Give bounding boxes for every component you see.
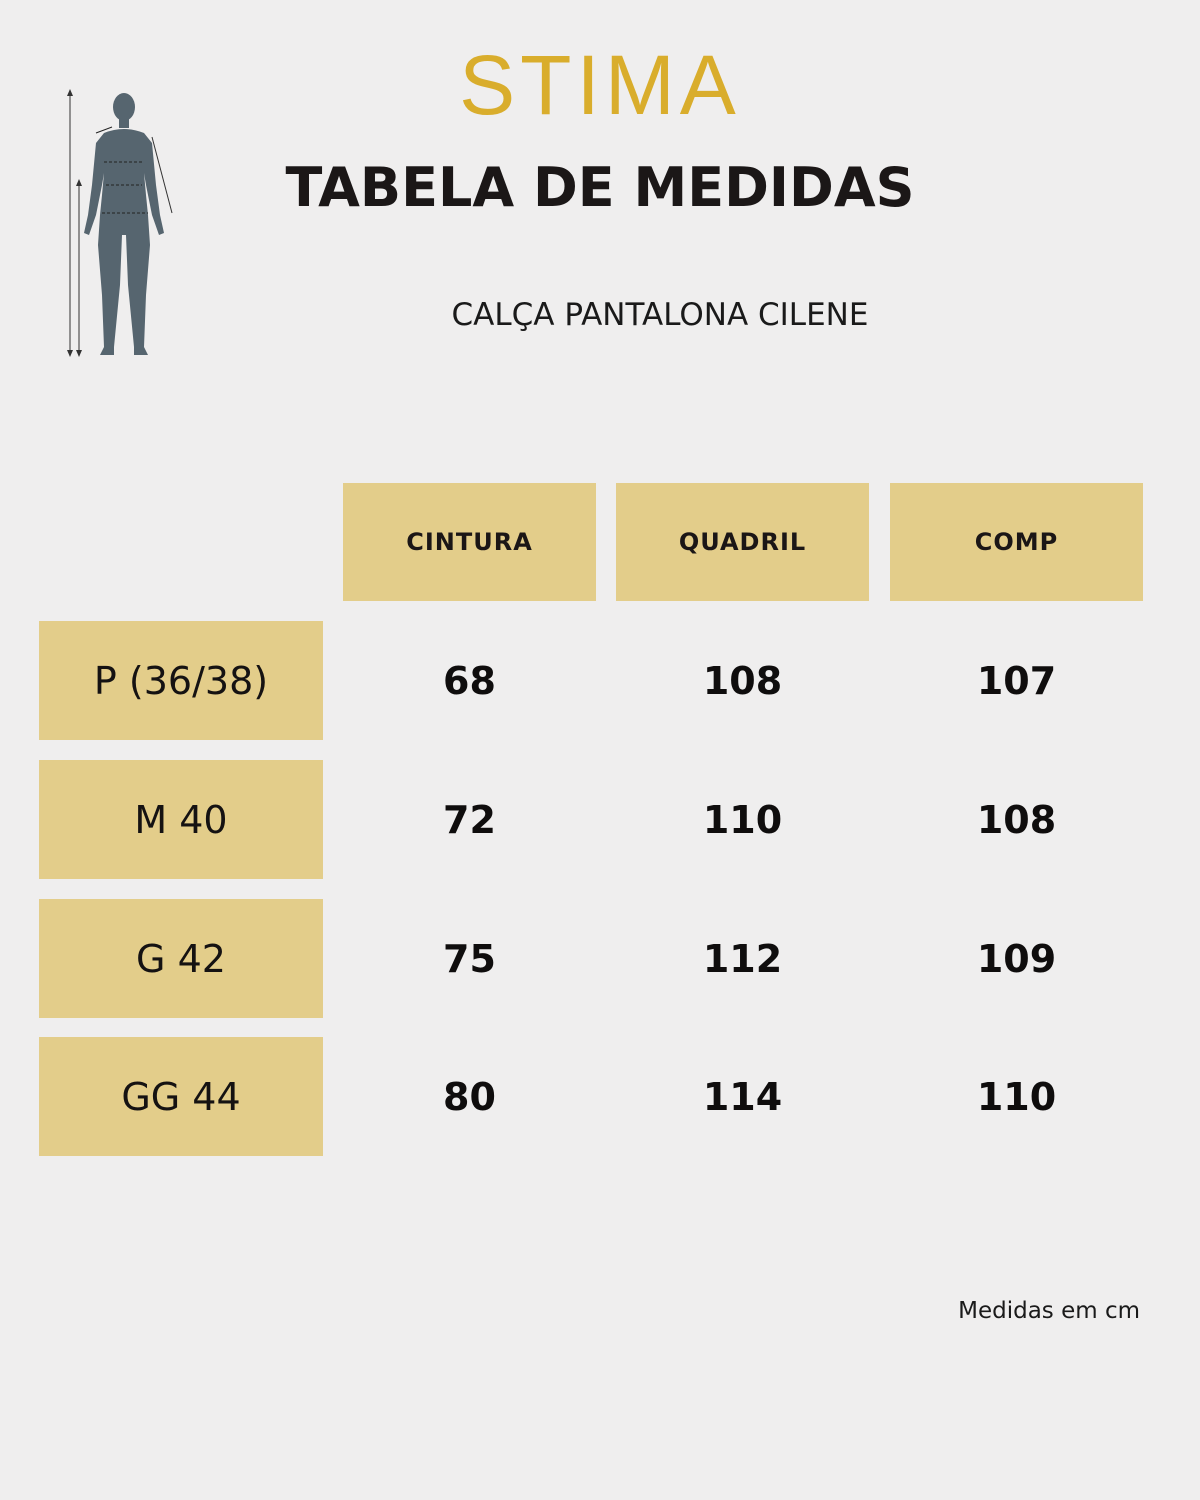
column-header-quadril: QUADRIL: [616, 483, 869, 601]
units-note: Medidas em cm: [958, 1298, 1140, 1324]
cell-p-cintura: 68: [443, 658, 496, 703]
product-name: CALÇA PANTALONA CILENE: [451, 297, 869, 333]
brand-logo: STIMA: [0, 40, 1200, 130]
cell-p-quadril: 108: [702, 658, 783, 703]
size-label-gg: GG 44: [39, 1037, 323, 1156]
size-label-m: M 40: [39, 760, 323, 879]
cell-p-comp: 107: [976, 658, 1057, 703]
body-measurement-figure-icon: [60, 85, 180, 360]
brand-logo-text: STIMA: [459, 38, 741, 132]
cell-g-quadril: 112: [702, 936, 783, 981]
cell-g-cintura: 75: [443, 936, 496, 981]
column-header-comp: COMP: [890, 483, 1143, 601]
size-label-g: G 42: [39, 899, 323, 1018]
cell-g-comp: 109: [976, 936, 1057, 981]
cell-gg-cintura: 80: [443, 1074, 496, 1119]
cell-m-comp: 108: [976, 797, 1057, 842]
cell-m-quadril: 110: [702, 797, 783, 842]
cell-m-cintura: 72: [443, 797, 496, 842]
page-title: TABELA DE MEDIDAS: [285, 156, 915, 219]
cell-gg-quadril: 114: [702, 1074, 783, 1119]
column-header-cintura: CINTURA: [343, 483, 596, 601]
size-label-p: P (36/38): [39, 621, 323, 740]
cell-gg-comp: 110: [976, 1074, 1057, 1119]
